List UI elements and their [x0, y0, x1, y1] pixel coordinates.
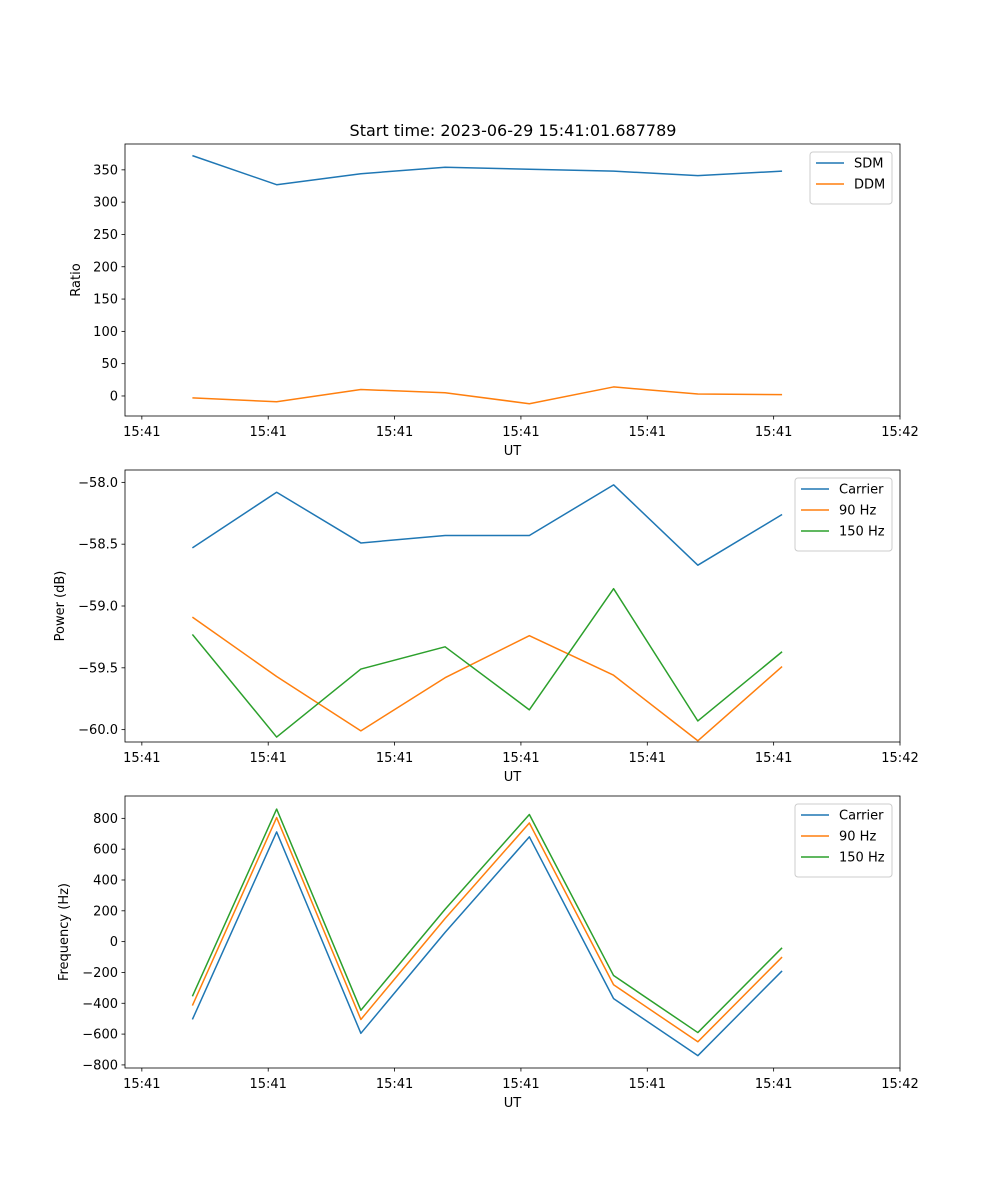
x-tick-label: 15:41: [123, 751, 160, 766]
x-tick-label: 15:41: [755, 425, 792, 440]
x-tick-label: 15:41: [755, 1077, 792, 1092]
y-tick-label: −59.5: [78, 661, 118, 676]
x-tick-label: 15:41: [376, 425, 413, 440]
figure-title: Start time: 2023-06-29 15:41:01.687789: [350, 121, 677, 140]
y-tick-label: 200: [93, 904, 118, 919]
x-tick-label: 15:41: [123, 425, 160, 440]
y-tick-label: 0: [110, 389, 118, 404]
legend-label: 90 Hz: [839, 504, 876, 519]
chart-panel-1: 15:41 15:41 15:41 15:41 15:41 15:41 15:42 0 50 10…: [69, 143, 919, 459]
x-axis-label: UT: [504, 444, 522, 459]
x-tick-label: 15:41: [629, 425, 666, 440]
y-tick-label: 600: [93, 843, 118, 858]
y-tick-label: 250: [93, 228, 118, 243]
axes-frame: [124, 795, 901, 1069]
x-tick-label: 15:41: [249, 751, 286, 766]
x-tick-label: 15:41: [629, 1077, 666, 1092]
x-tick-label: 15:41: [376, 1077, 413, 1092]
y-tick-label: 400: [93, 873, 118, 888]
y-tick-label: 200: [93, 260, 118, 275]
x-tick-label: 15:41: [502, 425, 539, 440]
x-tick-label: 15:42: [881, 1077, 918, 1092]
legend-label: 90 Hz: [839, 830, 876, 845]
series-line-carrier: [191, 484, 783, 566]
series-line-carrier: [191, 831, 783, 1057]
y-tick-label: 0: [110, 935, 118, 950]
legend-label: 150 Hz: [839, 525, 885, 540]
y-tick-label: −58.5: [78, 538, 118, 553]
legend-label: Carrier: [839, 809, 884, 824]
series-line-90-hz: [191, 816, 783, 1043]
x-tick-label: 15:41: [502, 1077, 539, 1092]
y-tick-label: −400: [82, 997, 118, 1012]
y-tick-label: 50: [101, 357, 118, 372]
x-tick-label: 15:41: [502, 751, 539, 766]
x-axis-label: UT: [504, 770, 522, 785]
y-tick-label: 100: [93, 325, 118, 340]
legend-box: [809, 151, 893, 205]
x-axis-label: UT: [504, 1096, 522, 1111]
x-tick-label: 15:41: [249, 425, 286, 440]
series-line-150-hz: [191, 587, 783, 738]
series-line-150-hz: [191, 808, 783, 1034]
y-tick-label: −58.0: [78, 476, 118, 491]
y-tick-label: 350: [93, 163, 118, 178]
legend-box: [794, 477, 893, 552]
legend-label: DDM: [854, 178, 885, 193]
x-tick-label: 15:42: [881, 751, 918, 766]
y-tick-label: −59.0: [78, 600, 118, 615]
y-axis-label: Power (dB): [53, 571, 68, 642]
x-tick-label: 15:41: [376, 751, 413, 766]
y-tick-label: −200: [82, 966, 118, 981]
y-tick-label: 300: [93, 196, 118, 211]
series-line-90-hz: [191, 616, 783, 742]
legend-label: 150 Hz: [839, 851, 885, 866]
y-axis-label: Ratio: [69, 263, 84, 296]
chart-panel-2: 15:41 15:41 15:41 15:41 15:41 15:41 15:42 −60.0…: [53, 469, 919, 785]
chart-panel-3: 15:41 15:41 15:41 15:41 15:41 15:41 15:42 −800 −…: [57, 795, 919, 1111]
x-tick-label: 15:41: [123, 1077, 160, 1092]
series-line-sdm: [192, 154, 783, 186]
y-axis-label: Frequency (Hz): [57, 883, 72, 981]
y-tick-label: −60.0: [78, 723, 118, 738]
legend-label: SDM: [854, 157, 883, 172]
axes-frame: [124, 469, 901, 743]
x-tick-label: 15:42: [881, 425, 918, 440]
y-tick-label: −800: [82, 1058, 118, 1073]
legend-box: [794, 803, 893, 878]
y-tick-label: −600: [82, 1028, 118, 1043]
y-tick-label: 150: [93, 293, 118, 308]
y-tick-label: 800: [93, 812, 118, 827]
series-line-ddm: [192, 386, 783, 405]
axes-frame: [124, 143, 901, 417]
legend-label: Carrier: [839, 483, 884, 498]
x-tick-label: 15:41: [249, 1077, 286, 1092]
x-tick-label: 15:41: [629, 751, 666, 766]
x-tick-label: 15:41: [755, 751, 792, 766]
